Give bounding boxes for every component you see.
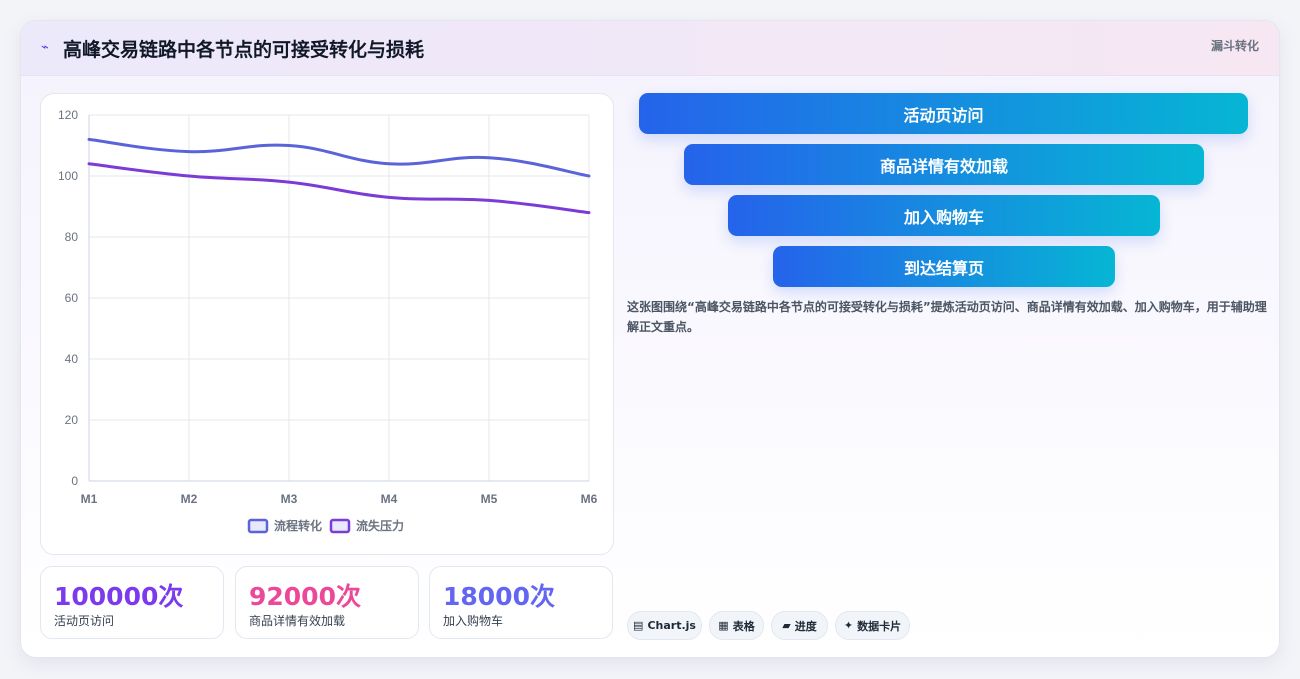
legend-label: 流程转化 (274, 518, 322, 533)
y-tick-label: 20 (65, 413, 79, 427)
pill-data-card[interactable]: ✦ 数据卡片 (835, 611, 910, 640)
series-line-1 (87, 137, 591, 178)
chart-description: 这张图围绕“高峰交易链路中各节点的可接受转化与损耗”提炼活动页访问、商品详情有效… (627, 300, 1267, 334)
series-line-2 (87, 162, 591, 215)
x-tick-label: M1 (81, 492, 98, 506)
chart-line-icon: ⌁ (41, 40, 49, 55)
x-tick-label: M2 (181, 492, 198, 506)
y-tick-label: 0 (71, 474, 78, 488)
kpi-label: 活动页访问 (54, 614, 115, 628)
pill-label: 表格 (732, 619, 755, 633)
progress-icon: ▰ (782, 619, 791, 632)
y-tick-label: 60 (65, 291, 79, 305)
funnel-stage-2: 商品详情有效加载 (684, 144, 1204, 185)
legend-label: 流失压力 (356, 518, 404, 533)
pill-chartjs[interactable]: ▤ Chart.js (627, 611, 702, 640)
table-icon: ▦ (718, 619, 729, 632)
kpi-value: 92000次 (249, 582, 361, 611)
kpi-card-detail-load: 92000次 商品详情有效加载 (235, 566, 419, 639)
pill-table[interactable]: ▦ 表格 (709, 611, 764, 640)
kpi-card-add-cart: 18000次 加入购物车 (429, 566, 613, 639)
funnel-stage-4: 到达结算页 (773, 246, 1115, 287)
card-header: ⌁ 高峰交易链路中各节点的可接受转化与损耗 漏斗转化 (21, 21, 1279, 76)
x-tick-label: M4 (381, 492, 398, 506)
funnel-stage-3: 加入购物车 (728, 195, 1160, 236)
line-chart: 0 20 40 60 80 100 120 M1 M2 M3 M4 M5 M6 流程转化 流失压力 (58, 108, 598, 534)
y-tick-label: 40 (65, 352, 79, 366)
legend-swatch (329, 518, 351, 534)
main-card: ⌁ 高峰交易链路中各节点的可接受转化与损耗 漏斗转化 0 20 40 60 80 100 1… (20, 20, 1280, 658)
line-chart-panel: 0 20 40 60 80 100 120 M1 M2 M3 M4 M5 M6 流程转化 流失压力 (40, 93, 614, 555)
pill-label: 进度 (794, 619, 817, 633)
funnel-stage-1: 活动页访问 (639, 93, 1248, 134)
legend-swatch (247, 518, 269, 534)
y-tick-label: 100 (58, 169, 78, 183)
pill-label: 数据卡片 (857, 619, 902, 633)
page-title: 高峰交易链路中各节点的可接受转化与损耗 (63, 39, 425, 61)
kpi-label: 商品详情有效加载 (249, 614, 346, 628)
kpi-value: 100000次 (54, 582, 184, 611)
pill-progress[interactable]: ▰ 进度 (771, 611, 828, 640)
sparkle-icon: ✦ (843, 619, 854, 632)
kpi-card-visits: 100000次 活动页访问 (40, 566, 224, 639)
y-tick-label: 80 (65, 230, 79, 244)
chart-icon: ▤ (633, 619, 644, 632)
category-tag: 漏斗转化 (1210, 39, 1259, 53)
kpi-value: 18000次 (443, 582, 555, 611)
y-tick-label: 120 (58, 108, 78, 122)
x-tick-label: M3 (281, 492, 298, 506)
pill-label: Chart.js (647, 619, 696, 632)
x-tick-label: M6 (581, 492, 598, 506)
kpi-label: 加入购物车 (443, 614, 504, 628)
x-tick-label: M5 (481, 492, 498, 506)
